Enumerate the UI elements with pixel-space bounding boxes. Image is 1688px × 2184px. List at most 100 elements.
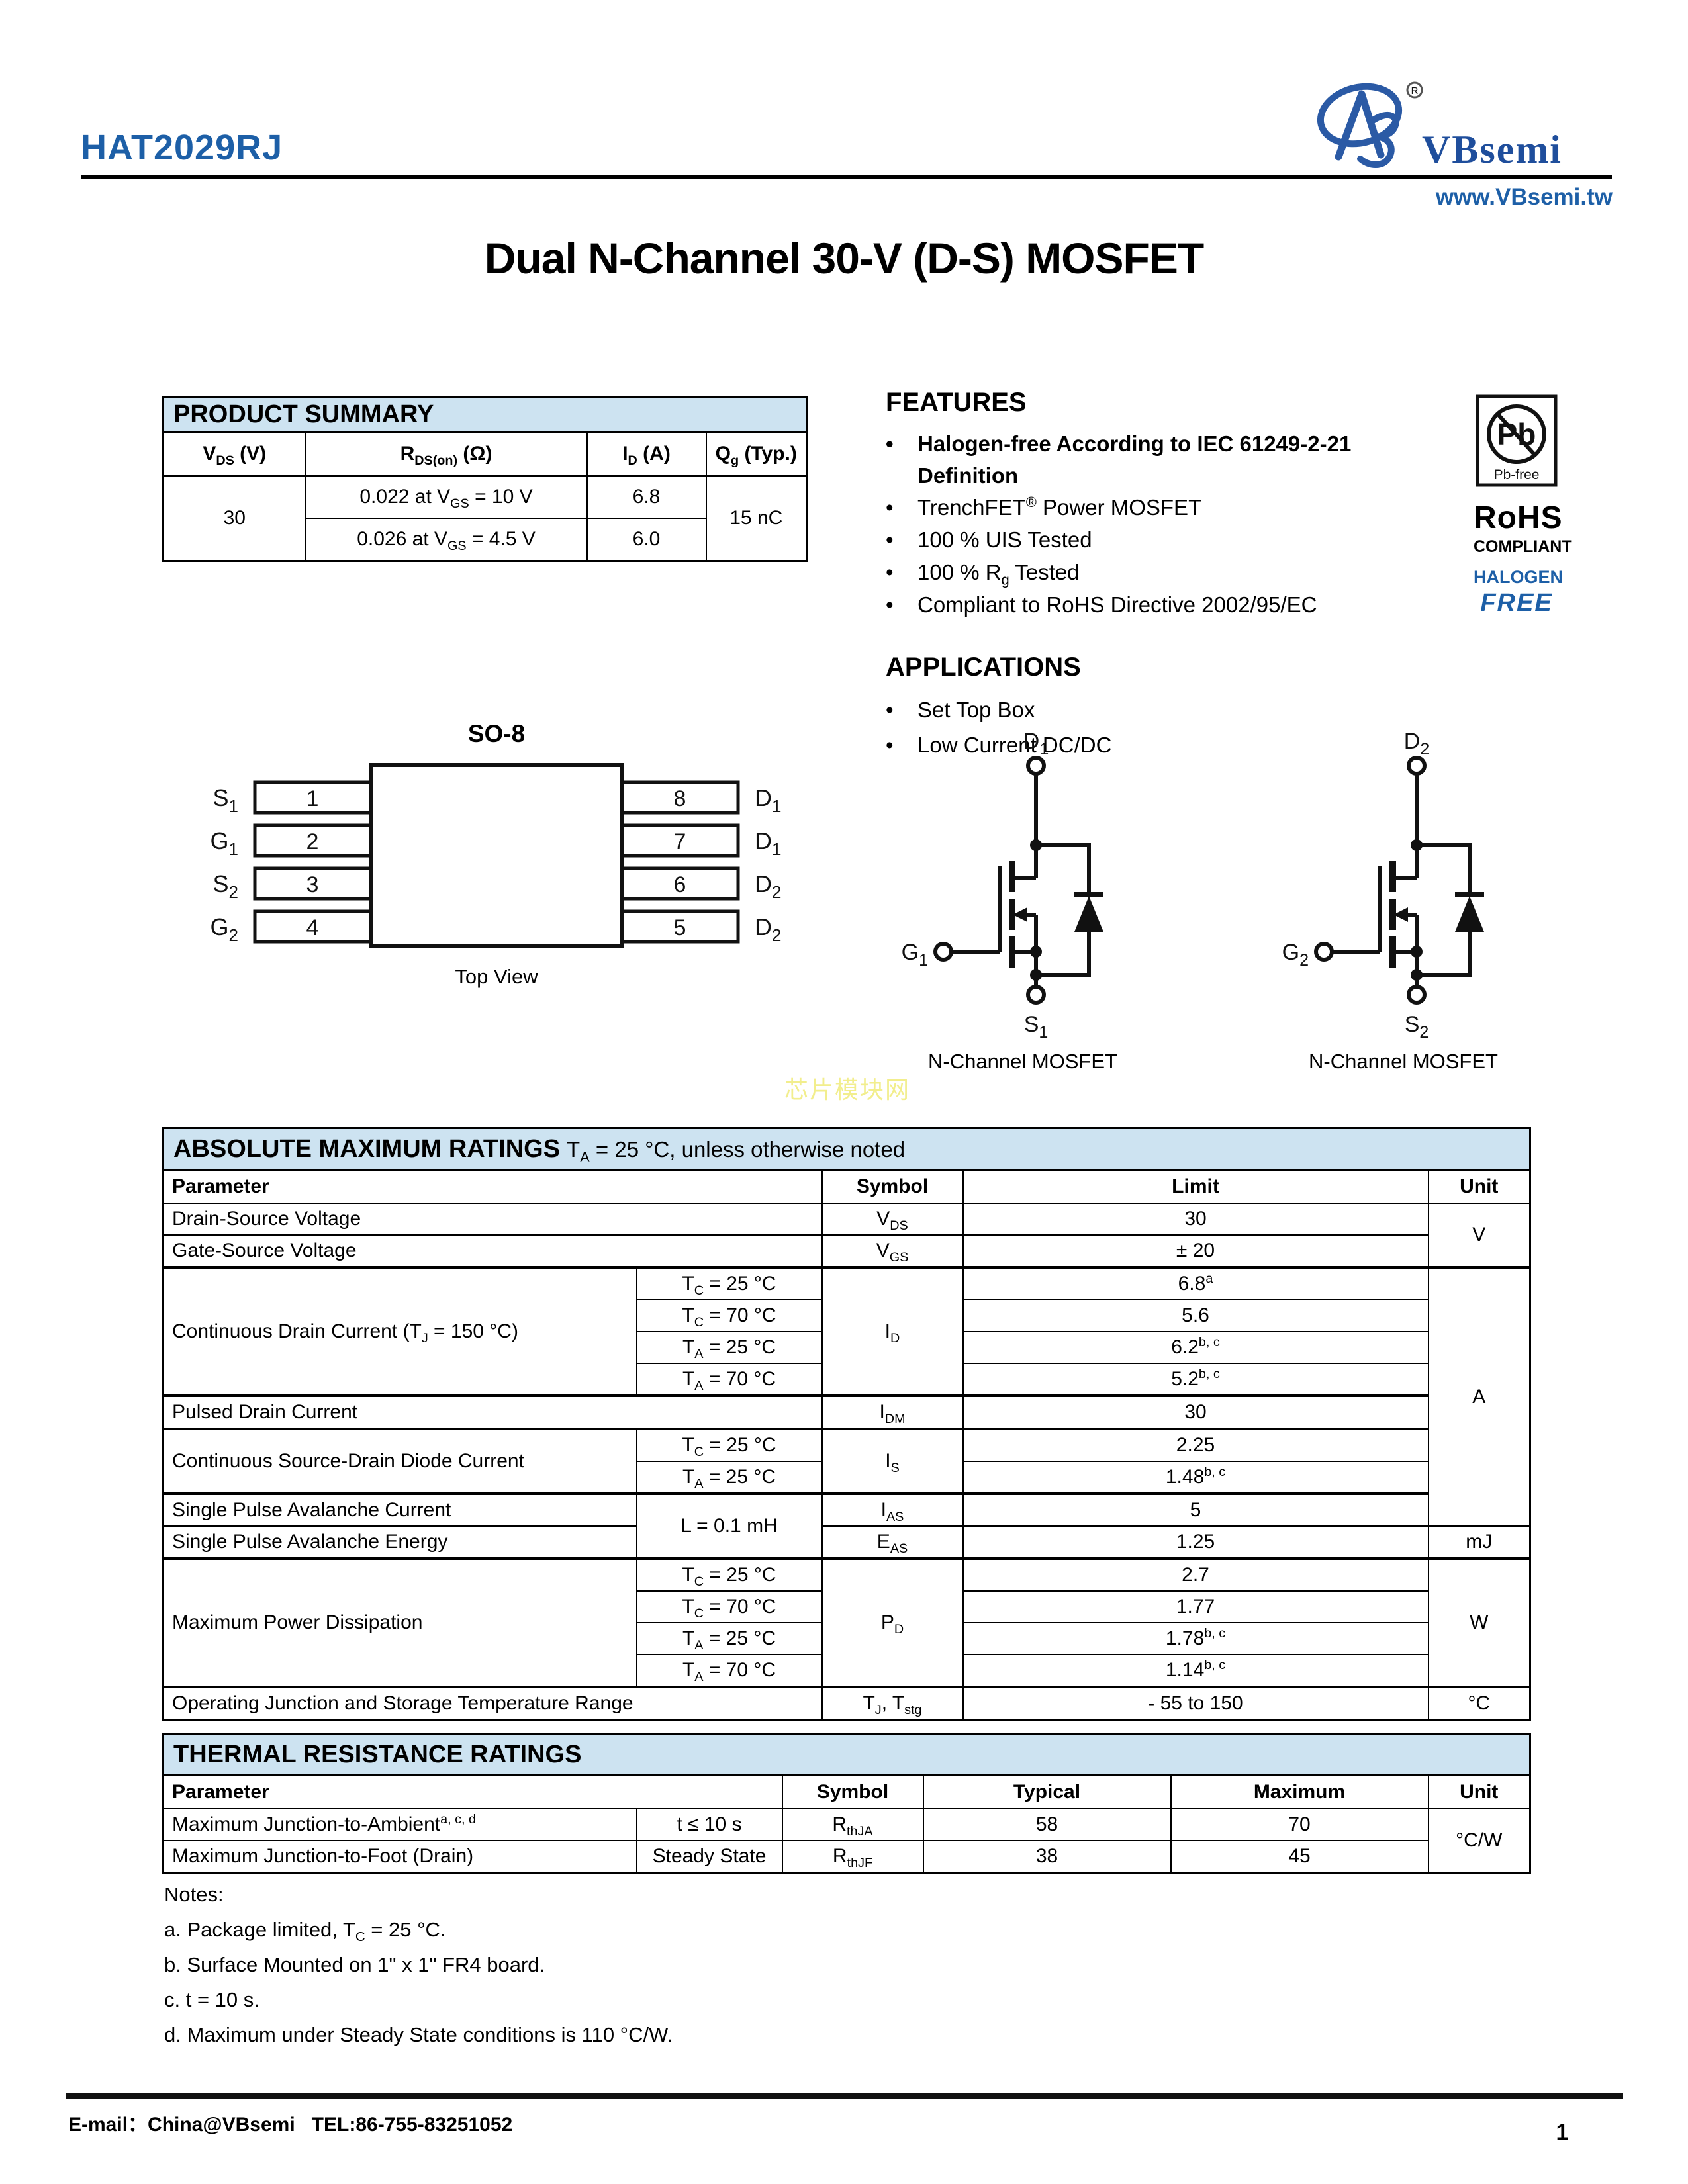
note-item: d. Maximum under Steady State conditions…: [164, 2023, 673, 2046]
mosfet-schematic-2: D2 G2 S2 N-Channel MOSFET: [1281, 729, 1526, 1073]
features-section: FEATURES • Halogen-free According to IEC …: [886, 388, 1442, 621]
n-channel-mosfet-symbol: D2 G2 S2: [1282, 729, 1484, 1042]
table-row: Maximum Power Dissipation TC = 25 °C PD …: [162, 1557, 1531, 1688]
col-symbol: Symbol: [821, 1169, 964, 1204]
pin-label: D2: [755, 870, 781, 902]
table-row: TA = 70 °C 1.14b, c: [164, 1654, 1530, 1688]
qg-value: 15 nC: [705, 475, 808, 562]
schematic-caption: N-Channel MOSFET: [928, 1050, 1117, 1073]
halogen-free-label: FREE: [1480, 589, 1553, 617]
product-summary-header-row: VDS (V) RDS(on) (Ω) ID (A) Qg (Typ.): [162, 431, 808, 477]
gate-label: G1: [902, 940, 928, 970]
gate-label: G2: [1282, 940, 1309, 970]
part-number: HAT2029RJ: [81, 128, 283, 167]
table-row: TC = 70 °C 1.77: [164, 1590, 1530, 1623]
page-number: 1: [1556, 2120, 1569, 2145]
pin-number: 2: [306, 829, 319, 854]
header-rule: [81, 175, 1612, 179]
vds-value: 30: [162, 475, 306, 562]
abs-max-title: ABSOLUTE MAXIMUM RATINGS TA = 25 °C, unle…: [162, 1127, 1532, 1171]
table-row: TA = 25 °C 1.48b, c: [164, 1461, 1530, 1494]
id-value: 6.8: [586, 475, 707, 519]
rohs-compliant-label: COMPLIANT: [1474, 537, 1572, 556]
pin-number: 3: [306, 872, 319, 897]
table-row: Drain-Source Voltage VDS 30 V: [162, 1203, 1531, 1268]
table-row: Continuous Drain Current (TJ = 150 °C) T…: [162, 1266, 1531, 1527]
applications-list: • Set Top Box • Low Current DC/DC: [886, 693, 1442, 763]
pin-label: G1: [211, 827, 238, 859]
halogen-label: HALOGEN: [1474, 567, 1563, 587]
drain-label: D2: [1404, 731, 1429, 758]
watermark-text: 芯片模块网: [784, 1076, 911, 1103]
col-vds: VDS (V): [162, 431, 306, 477]
source-label: S2: [1405, 1012, 1429, 1042]
note-item: b. Surface Mounted on 1" x 1" FR4 board.: [164, 1953, 545, 1976]
pin-number: 4: [306, 915, 319, 940]
col-unit: Unit: [1427, 1774, 1531, 1809]
applications-section: APPLICATIONS • Set Top Box • Low Current D…: [886, 653, 1442, 763]
schematic-caption: N-Channel MOSFET: [1309, 1050, 1498, 1073]
table-row: 0.026 at VGS = 4.5 V 6.0: [164, 518, 807, 562]
pin-number: 1: [306, 786, 319, 811]
source-label: S1: [1024, 1012, 1049, 1042]
product-summary-title: PRODUCT SUMMARY: [162, 396, 808, 433]
bullet-icon: •: [886, 527, 894, 552]
compliance-badges: Pb Pb-free RoHS COMPLIANT HALOGEN FREE: [1474, 394, 1572, 617]
abs-max-header-row: Parameter Symbol Limit Unit: [162, 1169, 1531, 1204]
table-row: TC = 70 °C 5.6: [164, 1299, 1530, 1332]
top-view-label: Top View: [455, 965, 538, 988]
bullet-icon: •: [886, 432, 894, 456]
rdson-value: 0.026 at VGS = 4.5 V: [305, 518, 588, 562]
table-row: Maximum Junction-to-Foot (Drain) Steady …: [162, 1840, 1530, 1874]
list-item: • Low Current DC/DC: [886, 728, 1442, 763]
website-url: www.VBsemi.tw: [1435, 184, 1613, 210]
table-row: Pulsed Drain Current IDM 30: [162, 1394, 1530, 1430]
table-row: Single Pulse Avalanche Energy EAS 1.25 m…: [162, 1525, 1531, 1559]
page-title: Dual N-Channel 30-V (D-S) MOSFET: [484, 234, 1204, 283]
thermal-header-row: Parameter Symbol Typical Maximum Unit: [162, 1774, 1531, 1809]
table-row: TA = 25 °C 1.78b, c: [164, 1622, 1530, 1655]
col-rdson: RDS(on) (Ω): [305, 431, 588, 477]
table-row: Continuous Source-Drain Diode Current TC…: [162, 1428, 1530, 1494]
table-row: Maximum Junction-to-Ambienta, c, d t ≤ 1…: [162, 1808, 1531, 1874]
package-name: SO-8: [467, 720, 526, 747]
svg-text:Pb-free: Pb-free: [1494, 467, 1540, 482]
pin-number: 5: [674, 915, 686, 940]
note-item: c. t = 10 s.: [164, 1988, 259, 2011]
bullet-icon: •: [886, 592, 894, 617]
col-id: ID (A): [586, 431, 707, 477]
thermal-title: THERMAL RESISTANCE RATINGS: [162, 1733, 1532, 1776]
col-parameter: Parameter: [162, 1774, 783, 1809]
id-value: 6.0: [586, 518, 707, 562]
table-row: Operating Junction and Storage Temperatu…: [162, 1686, 1531, 1721]
col-parameter: Parameter: [162, 1169, 823, 1204]
footer-contact: E-mail：China@VBsemi TEL:86-755-83251052: [68, 2114, 513, 2136]
features-list: • Halogen-free According to IEC 61249-2-2…: [886, 428, 1442, 621]
product-summary-table: PRODUCT SUMMARY VDS (V) RDS(on) (Ω) ID (…: [162, 396, 808, 562]
list-item: • Set Top Box: [886, 693, 1442, 728]
bullet-icon: •: [886, 733, 894, 757]
table-row: 30 0.022 at VGS = 10 V 6.8 15 nC: [162, 475, 808, 562]
list-item: • Halogen-free According to IEC 61249-2-2…: [886, 428, 1442, 492]
col-typical: Typical: [922, 1774, 1172, 1809]
vbsemi-logo-icon: R: [1317, 81, 1423, 168]
n-channel-mosfet-symbol: D1 G1 S1: [902, 729, 1103, 1042]
thermal-resistance-section: THERMAL RESISTANCE RATINGS Parameter Sym…: [162, 1733, 1532, 1874]
pin-label: D2: [755, 913, 781, 945]
pin-number: 7: [674, 829, 686, 854]
notes-title: Notes:: [164, 1883, 224, 1906]
pin-label: S2: [213, 870, 238, 902]
list-item: • Compliant to RoHS Directive 2002/95/EC: [886, 589, 1442, 621]
absolute-maximum-ratings-table: ABSOLUTE MAXIMUM RATINGS TA = 25 °C, unle…: [162, 1127, 1532, 1721]
brand-name: VBsemi: [1422, 128, 1562, 171]
col-maximum: Maximum: [1170, 1774, 1429, 1809]
table-row: Gate-Source Voltage VGS ± 20: [162, 1234, 1530, 1268]
col-symbol: Symbol: [781, 1774, 924, 1809]
rdson-value: 0.022 at VGS = 10 V: [305, 475, 588, 519]
notes-section: Notes: a. Package limited, TC = 25 °C. b…: [164, 1883, 673, 2058]
bullet-icon: •: [886, 560, 894, 584]
col-qg: Qg (Typ.): [705, 431, 808, 477]
table-row: TA = 70 °C 5.2b, c: [164, 1363, 1530, 1396]
pin-label: S1: [213, 784, 238, 816]
